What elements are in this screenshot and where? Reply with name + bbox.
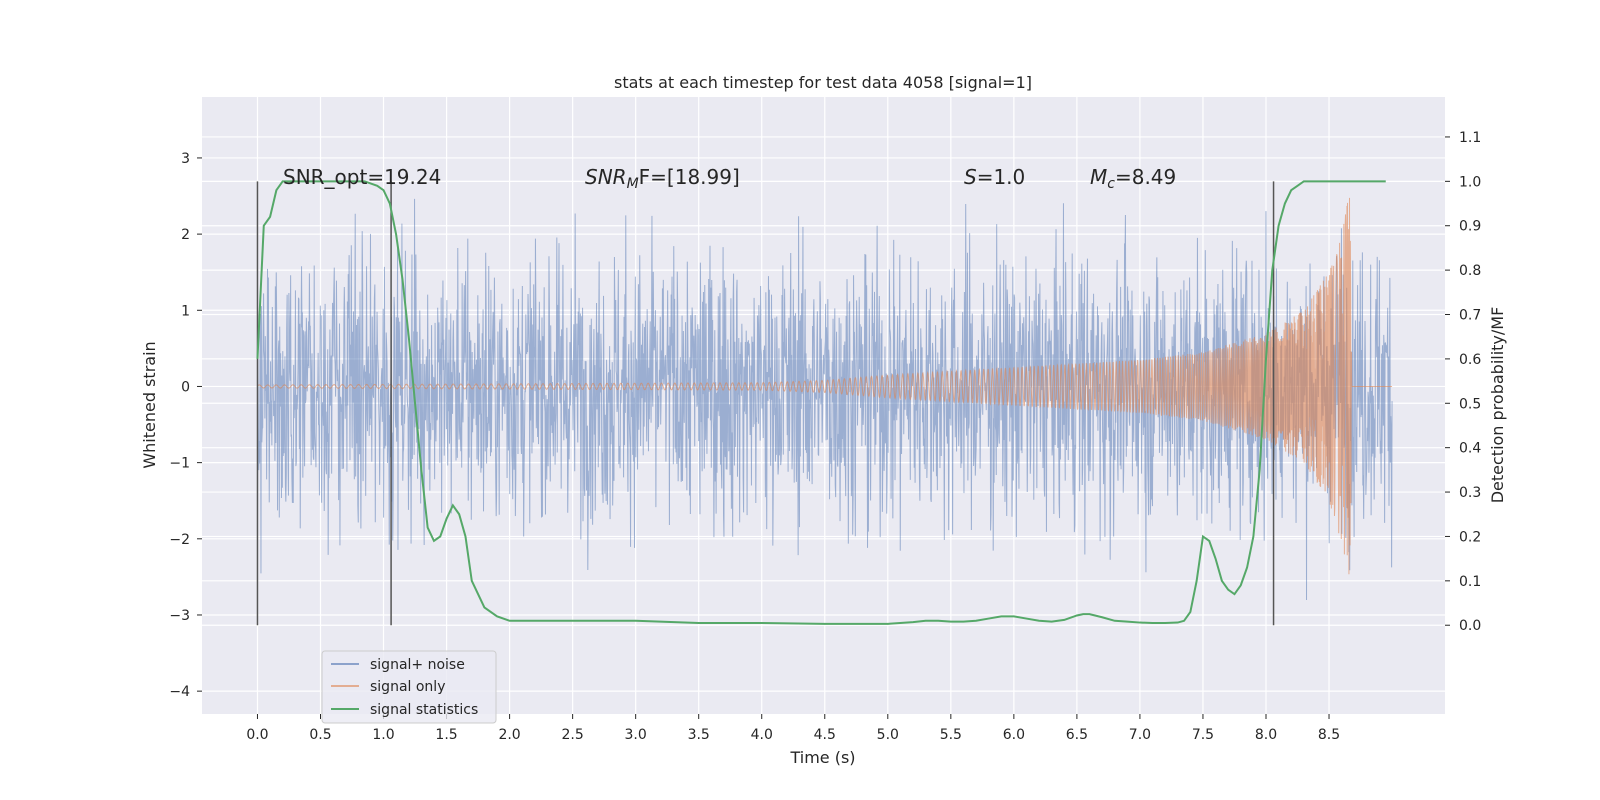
y-tick-label: −2 bbox=[169, 532, 190, 548]
legend: signal+ noise signal only signal statist… bbox=[321, 650, 497, 724]
y-tick-labels: 3 2 1 0 −1 −2 −3 −4 bbox=[169, 151, 202, 700]
y2-tick-label: 0.4 bbox=[1459, 441, 1481, 457]
x-tick-label: 5.0 bbox=[877, 727, 899, 743]
x-axis-label: Time (s) bbox=[789, 748, 855, 767]
x-tick-label: 1.0 bbox=[372, 727, 394, 743]
annotation-mc-name: M bbox=[1090, 165, 1107, 189]
annotation-mc: Mc=8.49 bbox=[1090, 165, 1176, 192]
x-tick-label: 3.0 bbox=[625, 727, 647, 743]
y2-gridlines bbox=[202, 136, 1445, 626]
x-tick-label: 4.0 bbox=[751, 727, 773, 743]
y2-tick-label: 0.2 bbox=[1459, 529, 1481, 545]
series-signal-only bbox=[257, 197, 1393, 575]
x-tick-label: 6.5 bbox=[1066, 727, 1088, 743]
x-tick-labels: 0.0 0.5 1.0 1.5 2.0 2.5 3.0 3.5 4.0 4.5 5.0 5.5 6.0 6… bbox=[246, 714, 1340, 743]
y2-tick-label: 0.7 bbox=[1459, 308, 1481, 324]
y-axis-label: Whitened strain bbox=[140, 341, 159, 468]
x-tick-label: 2.0 bbox=[498, 727, 520, 743]
y2-tick-label: 0.9 bbox=[1459, 219, 1481, 235]
y-tick-label: 3 bbox=[181, 151, 190, 167]
y-tick-label: 0 bbox=[181, 379, 190, 395]
x-tick-label: 7.0 bbox=[1129, 727, 1151, 743]
annotation-snr-mf-sub: M bbox=[627, 176, 639, 192]
y2-tick-label: 1.0 bbox=[1459, 174, 1481, 190]
legend-label-signal-only: signal only bbox=[370, 679, 445, 695]
series-signal-statistics bbox=[256, 180, 1386, 625]
annotation-mc-sub: c bbox=[1107, 176, 1115, 192]
y2-tick-label: 1.1 bbox=[1459, 130, 1481, 146]
y2-tick-label: 0.3 bbox=[1459, 485, 1481, 501]
x-tick-label: 4.5 bbox=[814, 727, 836, 743]
x-tick-label: 8.0 bbox=[1255, 727, 1277, 743]
x-tick-label: 8.5 bbox=[1318, 727, 1340, 743]
x-tick-label: 2.5 bbox=[561, 727, 583, 743]
x-tick-label: 1.5 bbox=[435, 727, 457, 743]
y-tick-label: −1 bbox=[169, 456, 190, 472]
annotation-snr-mf-name: SNR bbox=[585, 165, 627, 189]
y2-tick-label: 0.6 bbox=[1459, 352, 1481, 368]
y-tick-label: −4 bbox=[169, 684, 190, 700]
x-tick-label: 0.5 bbox=[309, 727, 331, 743]
y-tick-label: 1 bbox=[181, 303, 190, 319]
x-tick-label: 0.0 bbox=[246, 727, 268, 743]
y-tick-label: 2 bbox=[181, 227, 190, 243]
y2-tick-label: 0.5 bbox=[1459, 396, 1481, 412]
x-tick-label: 7.5 bbox=[1192, 727, 1214, 743]
x-tick-label: 5.5 bbox=[940, 727, 962, 743]
series-signal-noise bbox=[256, 198, 1393, 600]
annotation-mc-rest: =8.49 bbox=[1115, 165, 1176, 189]
legend-label-signal-noise: signal+ noise bbox=[370, 657, 465, 673]
x-tick-label: 3.5 bbox=[688, 727, 710, 743]
annotation-snr-opt: SNR_opt=19.24 bbox=[283, 165, 441, 189]
annotation-s-rest: =1.0 bbox=[977, 165, 1026, 189]
y-tick-label: −3 bbox=[169, 608, 190, 624]
y2-tick-labels: 1.1 1.0 0.9 0.8 0.7 0.6 0.5 0.4 0.3 0.2 0.1 0.0 bbox=[1445, 130, 1481, 634]
y2-tick-label: 0.1 bbox=[1459, 574, 1481, 590]
annotation-s: S=1.0 bbox=[964, 165, 1025, 189]
annotation-snr-mf: SNRMF=[18.99] bbox=[585, 165, 740, 192]
x-tick-label: 6.0 bbox=[1003, 727, 1025, 743]
chart-title: stats at each timestep for test data 405… bbox=[614, 73, 1032, 92]
legend-box bbox=[321, 650, 497, 724]
annotation-s-name: S bbox=[964, 165, 977, 189]
y2-tick-label: 0.8 bbox=[1459, 263, 1481, 279]
y2-tick-label: 0.0 bbox=[1459, 618, 1481, 634]
annotation-snr-mf-rest: F=[18.99] bbox=[639, 165, 740, 189]
y2-axis-label: Detection probability/MF bbox=[1488, 307, 1507, 504]
legend-label-signal-statistics: signal statistics bbox=[370, 702, 478, 718]
